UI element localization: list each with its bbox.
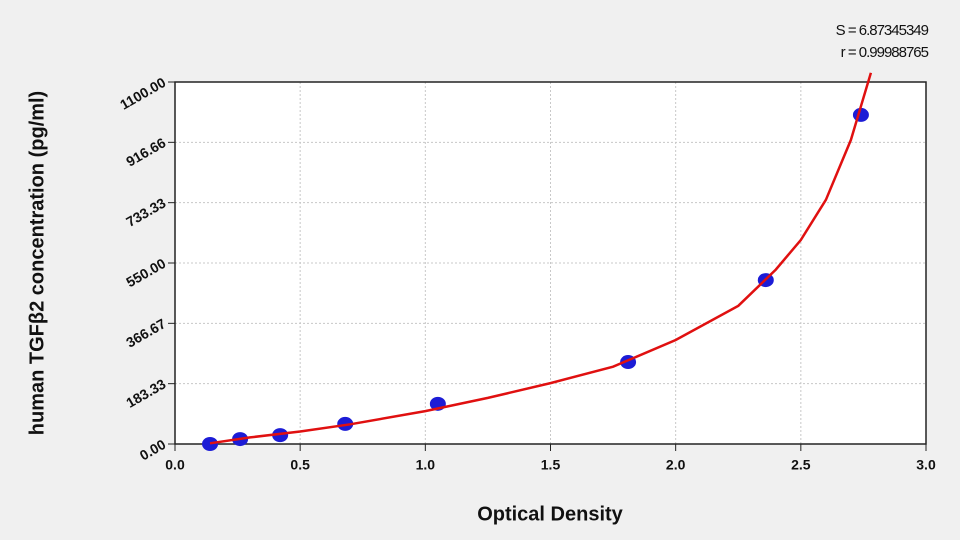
plot-frame — [174, 81, 927, 445]
data-point — [202, 437, 219, 451]
y-tick-label: 733.33 — [123, 195, 168, 230]
y-tick-label: 366.67 — [123, 315, 168, 350]
y-tick-label: 1100.00 — [117, 74, 168, 113]
y-tick-label: 916.66 — [123, 134, 168, 169]
x-tick-label: 0.5 — [290, 457, 310, 473]
x-tick-label: 3.0 — [916, 457, 936, 473]
annotation: r = 0.99988765 — [841, 44, 929, 61]
annotation: S = 6.87345349 — [836, 22, 929, 39]
x-tick-label: 2.0 — [666, 457, 686, 473]
x-tick-label: 1.5 — [541, 457, 561, 473]
fit-curve — [209, 72, 873, 445]
x-axis-title: Optical Density — [477, 503, 623, 525]
y-tick-label: 183.33 — [123, 376, 168, 411]
y-tick-label: 0.00 — [137, 436, 169, 464]
x-tick-label: 2.5 — [791, 457, 811, 473]
x-tick-label: 0.0 — [165, 457, 185, 473]
y-axis-title: human TGFβ2 concentration (pg/ml) — [26, 91, 48, 435]
y-tick-label: 550.00 — [123, 255, 168, 290]
x-tick-label: 1.0 — [416, 457, 436, 473]
